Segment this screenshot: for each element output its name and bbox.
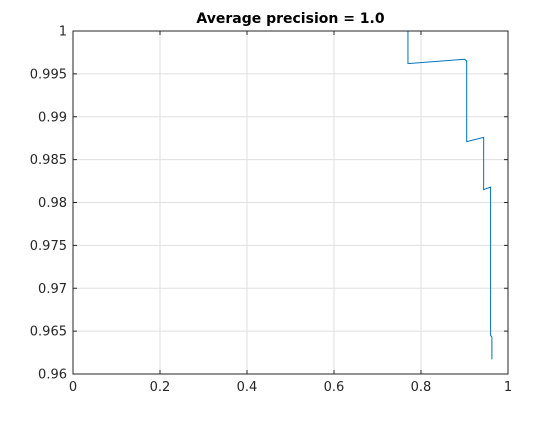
precision-recall-line (73, 31, 492, 359)
grid (73, 31, 508, 374)
y-tick-label-5: 0.985 (30, 153, 67, 168)
x-tick-label-0: 0 (69, 380, 77, 395)
y-tick-label-3: 0.975 (30, 239, 67, 254)
x-tick-label-5: 1 (504, 380, 512, 395)
tick-labels: 0 0.2 0.4 0.6 0.8 1 0.96 0.965 0.97 0.975 0.98 0.98… (30, 25, 512, 396)
x-tick-label-4: 0.8 (411, 380, 432, 395)
y-tick-label-6: 0.99 (38, 110, 67, 125)
y-tick-label-4: 0.98 (38, 196, 67, 211)
x-tick-label-2: 0.4 (237, 380, 258, 395)
y-tick-label-2: 0.97 (38, 282, 67, 297)
y-tick-label-0: 0.96 (38, 368, 67, 383)
y-tick-label-8: 1 (59, 25, 67, 40)
y-tick-label-7: 0.995 (30, 67, 67, 82)
y-tick-label-1: 0.965 (30, 325, 67, 340)
chart-title: Average precision = 1.0 (196, 11, 384, 27)
x-tick-label-3: 0.6 (324, 380, 345, 395)
x-tick-label-1: 0.2 (150, 380, 171, 395)
series-layer (73, 31, 492, 359)
